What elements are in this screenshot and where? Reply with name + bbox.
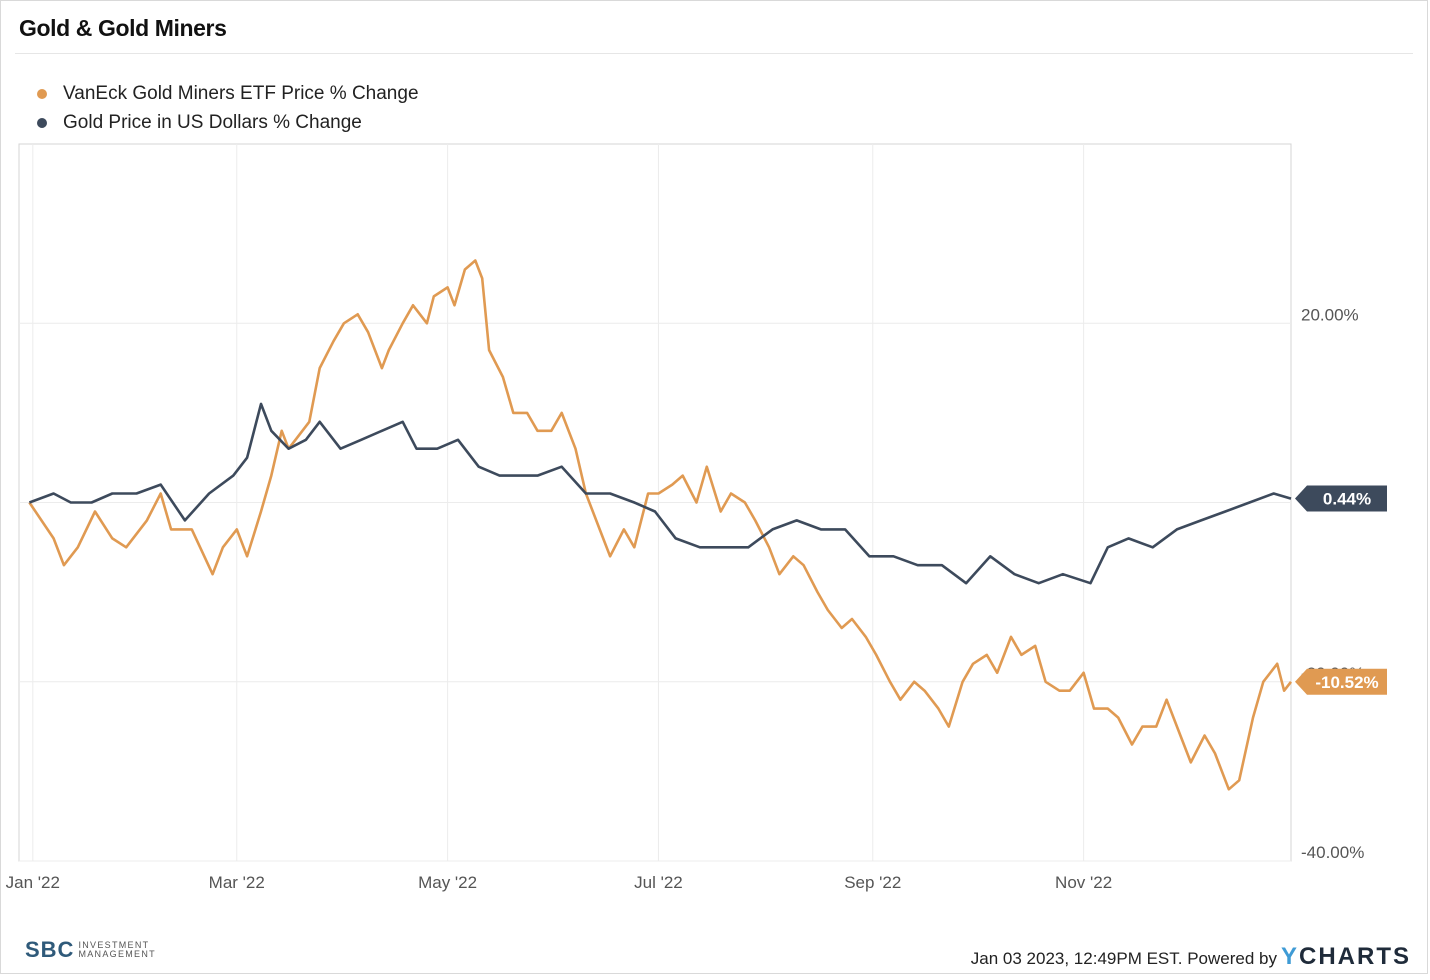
end-value-label-gdx: -10.52% [1315,673,1378,692]
series-line-gold [28,402,1292,585]
end-value-tag-gold [1295,485,1387,512]
ycharts-logo-rest: CHARTS [1299,943,1411,970]
x-tick-label: Mar '22 [209,873,265,892]
chart-title: Gold & Gold Miners [19,15,227,41]
legend-item-gdx[interactable]: VanEck Gold Miners ETF Price % Change [37,79,419,108]
legend-swatch-gdx [37,88,47,99]
footer-attribution: Jan 03 2023, 12:49PM EST. Powered by YCH… [971,943,1411,971]
legend-label-gdx: VanEck Gold Miners ETF Price % Change [63,82,419,104]
legend-item-gold[interactable]: Gold Price in US Dollars % Change [37,108,419,137]
y-tick-label: -40.00% [1301,843,1364,862]
legend: VanEck Gold Miners ETF Price % Change Go… [37,79,419,137]
sbc-logo-subtext-2: MANAGEMENT [78,949,156,959]
sbc-logo-text: SBC [25,937,75,962]
y-tick-label: 20.00% [1301,305,1359,324]
x-tick-label: Jan '22 [6,873,60,892]
end-value-label-gold: 0.44% [1323,490,1371,509]
ycharts-logo-y: Y [1280,943,1299,970]
x-tick-label: Sep '22 [844,873,901,892]
series-line-gdx [28,259,1293,791]
x-tick-label: May '22 [418,873,477,892]
legend-label-gold: Gold Price in US Dollars % Change [63,111,362,133]
ycharts-logo[interactable]: YCHARTS [1281,943,1411,971]
sbc-logo-subtext-1: INVESTMENT [78,940,150,950]
x-tick-label: Nov '22 [1055,873,1112,892]
title-divider [15,53,1413,54]
legend-swatch-gold [37,117,47,128]
sbc-logo: SBC INVESTMENT MANAGEMENT [25,937,156,963]
sbc-logo-subtext: INVESTMENT MANAGEMENT [78,941,156,959]
footer-timestamp: Jan 03 2023, 12:49PM EST. Powered by [970,949,1277,968]
x-tick-label: Jul '22 [634,873,683,892]
end-value-tag-gdx [1295,668,1387,695]
